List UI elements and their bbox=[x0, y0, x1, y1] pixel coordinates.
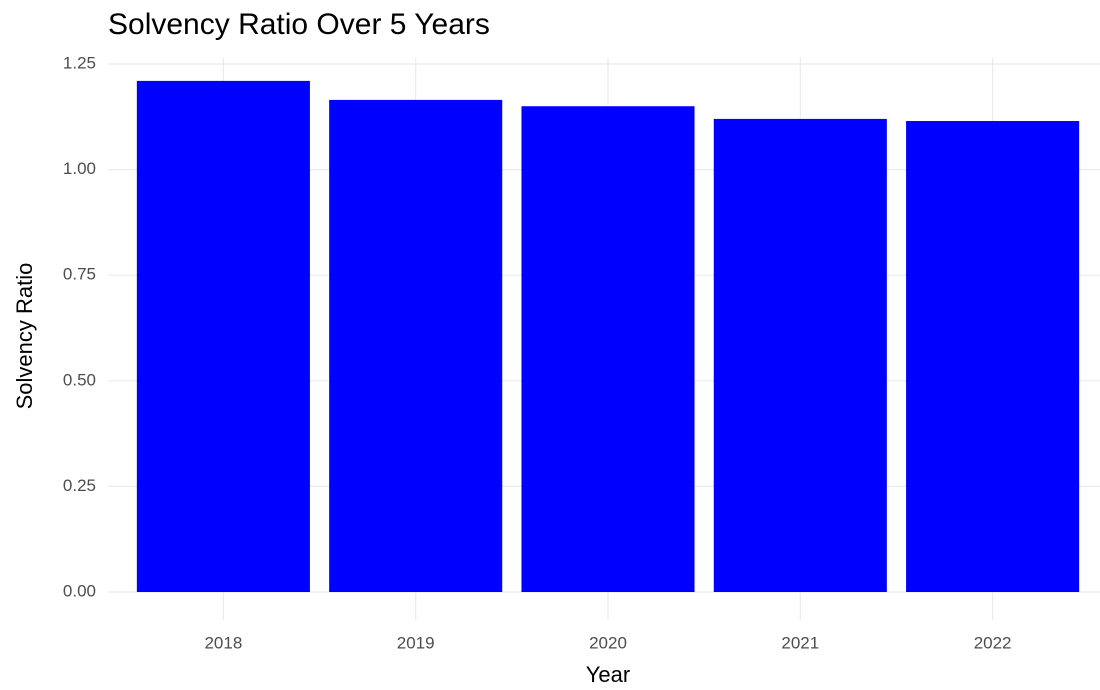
x-tick-label: 2022 bbox=[974, 633, 1012, 652]
bar bbox=[713, 118, 887, 593]
x-tick-label: 2018 bbox=[204, 633, 242, 652]
y-tick-label: 0.25 bbox=[63, 476, 96, 495]
y-axis-title: Solvency Ratio bbox=[12, 263, 37, 410]
bar bbox=[906, 121, 1080, 593]
y-tick-label: 1.25 bbox=[63, 53, 96, 72]
y-tick-label: 0.50 bbox=[63, 370, 96, 389]
y-tick-label: 1.00 bbox=[63, 159, 96, 178]
x-tick-label: 2021 bbox=[781, 633, 819, 652]
y-tick-label: 0.75 bbox=[63, 265, 96, 284]
x-tick-label: 2019 bbox=[397, 633, 435, 652]
x-tick-label: 2020 bbox=[589, 633, 627, 652]
bar bbox=[521, 106, 695, 593]
chart-title: Solvency Ratio Over 5 Years bbox=[108, 8, 490, 41]
y-tick-label: 0.00 bbox=[63, 581, 96, 600]
bar bbox=[136, 80, 310, 593]
bar bbox=[329, 99, 503, 593]
x-axis-title: Year bbox=[586, 662, 630, 687]
